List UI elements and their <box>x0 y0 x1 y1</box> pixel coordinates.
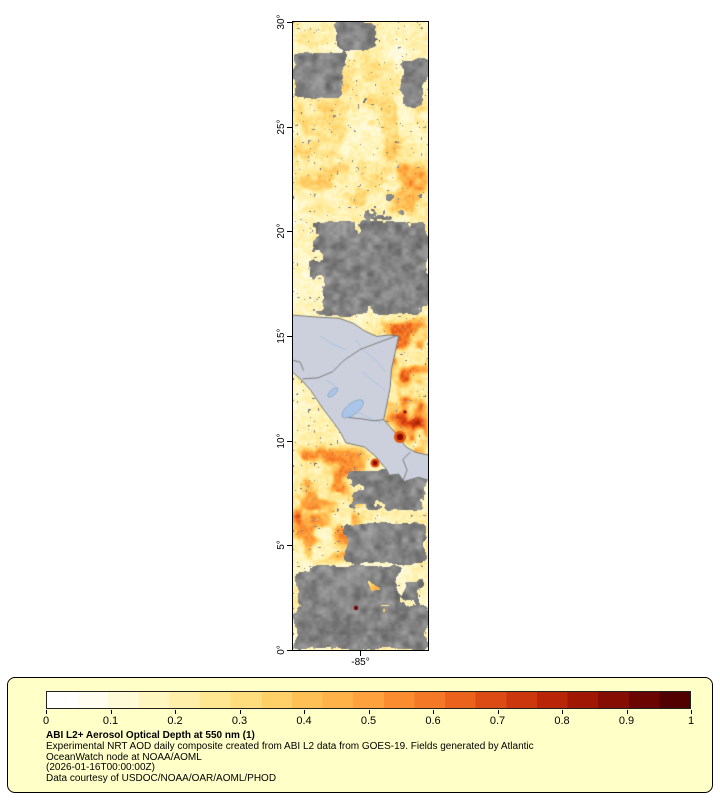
legend-timestamp: (2026-01-16T00:00:00Z) <box>46 762 155 774</box>
legend-description-line2: OceanWatch node at NOAA/AOML <box>46 751 202 763</box>
colorbar-tick-label: 0 <box>42 715 50 727</box>
legend-description-line1: Experimental NRT AOD daily composite cre… <box>46 740 534 752</box>
colorbar-tick-mark <box>368 710 370 714</box>
colorbar-tick-label: 0.4 <box>296 715 312 727</box>
colorbar-tick-mark <box>433 710 434 714</box>
lat-tick-mark <box>287 127 292 128</box>
colorbar-tick-label: 0.2 <box>167 715 183 727</box>
lat-tick-mark <box>287 231 292 232</box>
longitude-tick-mark <box>360 651 361 656</box>
aod-map-canvas <box>293 22 428 650</box>
colorbar-tick-label: 0.7 <box>489 715 506 727</box>
legend-text-block: ABI L2+ Aerosol Optical Depth at 550 nm … <box>46 730 534 785</box>
colorbar-tick-label: 1 <box>687 715 695 727</box>
colorbar-tick-mark <box>46 710 47 714</box>
colorbar-tick-label: 0.5 <box>360 715 377 727</box>
longitude-tick-label: -85° <box>351 657 370 668</box>
colorbar-tick-mark <box>691 710 692 714</box>
colorbar-tick-label: 0.8 <box>554 715 570 727</box>
colorbar-tick-label: 0.3 <box>231 715 248 727</box>
colorbar-tick-mark <box>110 710 112 714</box>
lat-tick-mark <box>287 336 292 337</box>
colorbar-tick-mark <box>497 710 499 714</box>
colorbar-tick-label: 0.1 <box>102 715 119 727</box>
lat-tick-mark <box>287 441 292 442</box>
colorbar-gradient <box>46 691 691 709</box>
colorbar-tick-label: 0.9 <box>618 715 635 727</box>
map-plot-frame <box>292 21 429 651</box>
legend-courtesy: Data courtesy of USDOC/NOAA/OAR/AOML/PHO… <box>46 773 277 785</box>
lat-tick-mark <box>287 22 292 23</box>
colorbar-tick-mark <box>626 710 628 714</box>
lat-tick-mark <box>287 650 292 651</box>
colorbar-tick-mark <box>304 710 305 714</box>
colorbar-tick-mark <box>175 710 176 714</box>
colorbar-tick-label: 0.6 <box>425 715 441 727</box>
legend-title: ABI L2+ Aerosol Optical Depth at 550 nm … <box>46 730 255 741</box>
colorbar-tick-mark <box>239 710 241 714</box>
colorbar-tick-mark <box>562 710 563 714</box>
lat-tick-mark <box>287 545 292 546</box>
colorbar-legend-box: 0 0.1 0.2 0.3 0.4 0.5 0.6 0.7 0.8 0.9 1 ABI L2+ Ae… <box>7 677 713 793</box>
